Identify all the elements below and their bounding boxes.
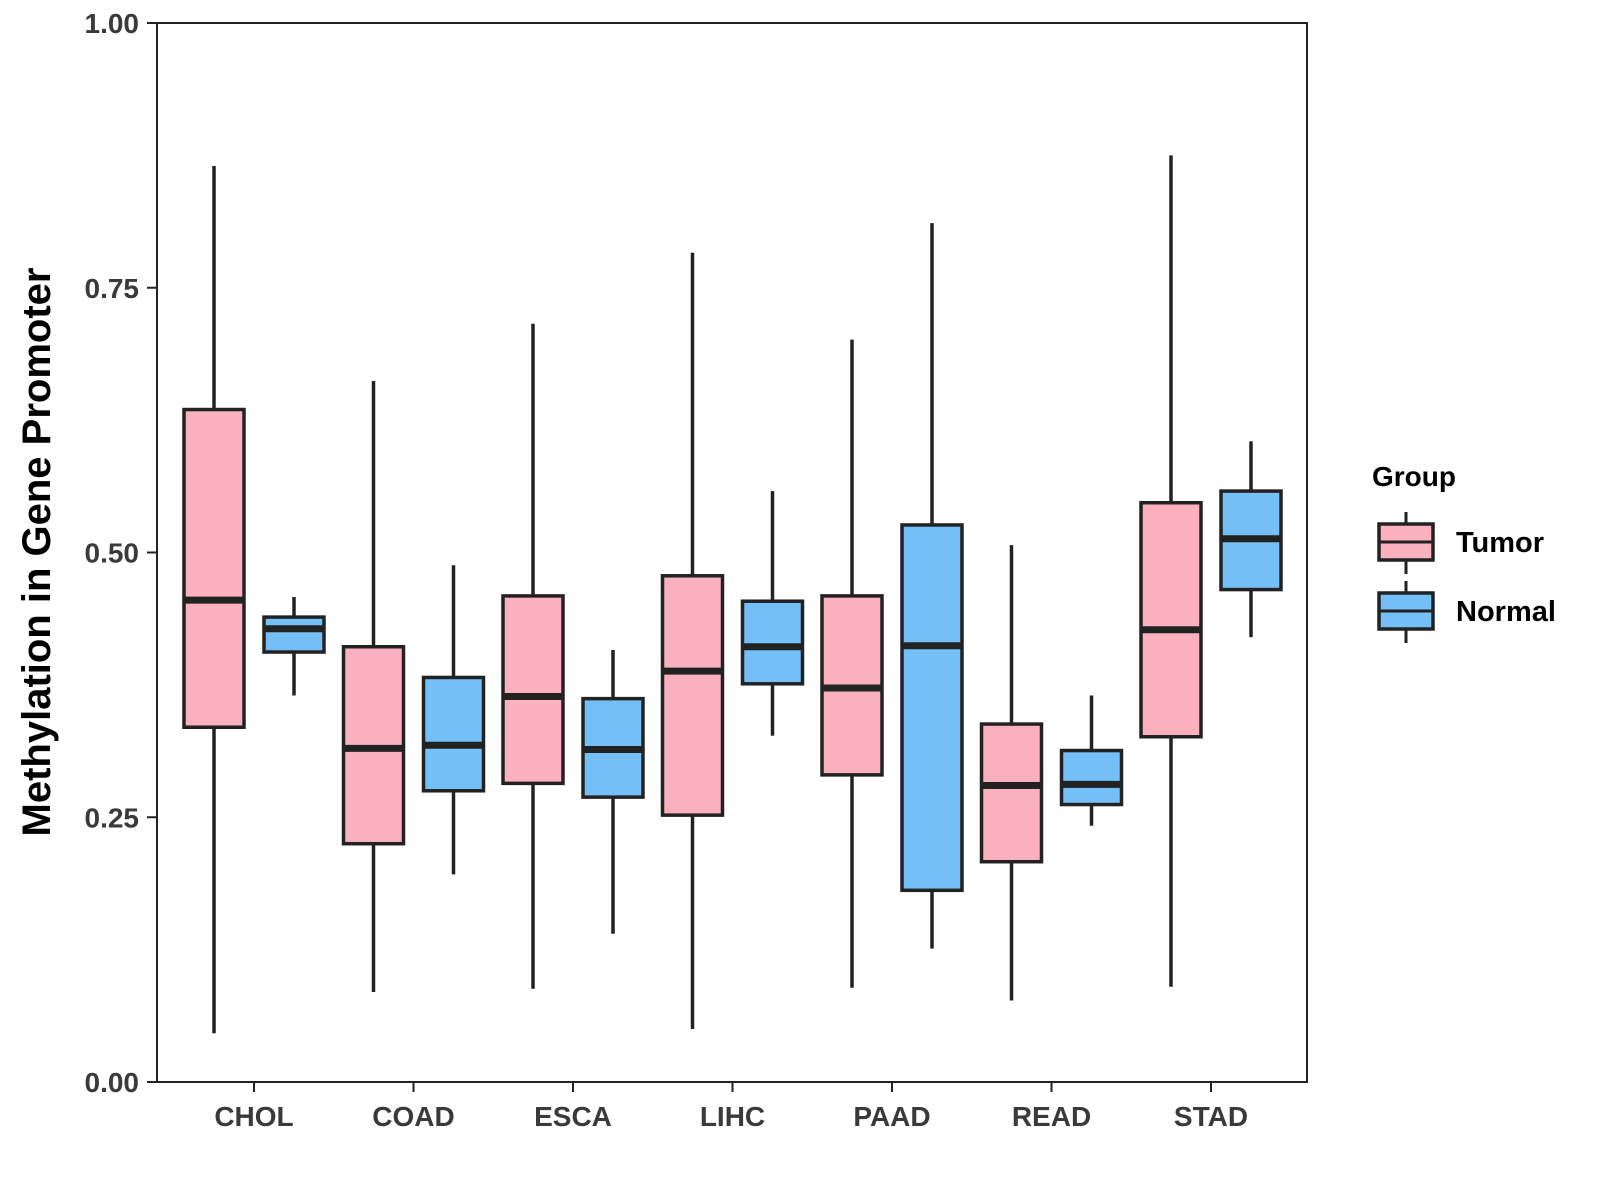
box-read-tumor bbox=[979, 545, 1044, 1001]
box-stad-normal bbox=[1219, 441, 1283, 638]
box-esca-tumor bbox=[501, 323, 565, 989]
x-tick-label-chol: CHOL bbox=[214, 1101, 293, 1132]
legend-label-normal: Normal bbox=[1456, 596, 1556, 628]
legend-item-tumor: Tumor bbox=[1377, 512, 1544, 574]
box-lihc-normal bbox=[740, 491, 805, 736]
box-read-normal bbox=[1059, 695, 1124, 826]
x-tick-label-lihc: LIHC bbox=[700, 1101, 765, 1132]
box-paad-tumor bbox=[820, 339, 884, 988]
box-iqr bbox=[900, 523, 964, 893]
y-axis-title: Methylation in Gene Promoter bbox=[15, 268, 59, 837]
plot-panel bbox=[156, 22, 1308, 1083]
box-coad-normal bbox=[421, 565, 486, 875]
y-tick-label: 1.00 bbox=[85, 8, 140, 39]
box-iqr bbox=[421, 675, 486, 793]
legend-label-tumor: Tumor bbox=[1456, 527, 1544, 559]
y-axis: 0.00 0.25 0.50 0.75 1.00 bbox=[85, 8, 157, 1098]
x-tick-label-stad: STAD bbox=[1174, 1101, 1248, 1132]
x-axis: CHOL COAD ESCA LIHC PAAD READ STAD bbox=[214, 1082, 1248, 1132]
box-coad-tumor bbox=[341, 380, 406, 992]
box-lihc-tumor bbox=[660, 252, 725, 1030]
box-stad-tumor bbox=[1139, 155, 1203, 987]
box-iqr bbox=[1059, 748, 1124, 807]
legend-title: Group bbox=[1372, 461, 1456, 492]
box-layer bbox=[182, 155, 1283, 1034]
y-tick-label: 0.25 bbox=[85, 802, 140, 833]
box-chol-tumor bbox=[182, 165, 246, 1034]
y-tick-label: 0.75 bbox=[85, 273, 140, 304]
box-iqr bbox=[501, 594, 565, 786]
x-tick-label-paad: PAAD bbox=[853, 1101, 930, 1132]
legend-item-normal: Normal bbox=[1377, 581, 1556, 643]
x-tick-label-esca: ESCA bbox=[534, 1101, 612, 1132]
legend: Group Tumor Normal bbox=[1372, 461, 1556, 643]
box-iqr bbox=[660, 574, 725, 817]
box-paad-normal bbox=[900, 223, 964, 949]
box-iqr bbox=[1139, 500, 1203, 739]
box-iqr bbox=[182, 407, 246, 729]
y-tick-label: 0.50 bbox=[85, 538, 140, 569]
y-tick-label: 0.00 bbox=[85, 1067, 140, 1098]
box-iqr bbox=[262, 615, 326, 654]
x-tick-label-read: READ bbox=[1012, 1101, 1091, 1132]
box-chol-normal bbox=[262, 596, 326, 696]
box-esca-normal bbox=[581, 649, 645, 934]
box-iqr bbox=[740, 599, 805, 686]
x-tick-label-coad: COAD bbox=[372, 1101, 454, 1132]
box-iqr bbox=[979, 722, 1044, 864]
